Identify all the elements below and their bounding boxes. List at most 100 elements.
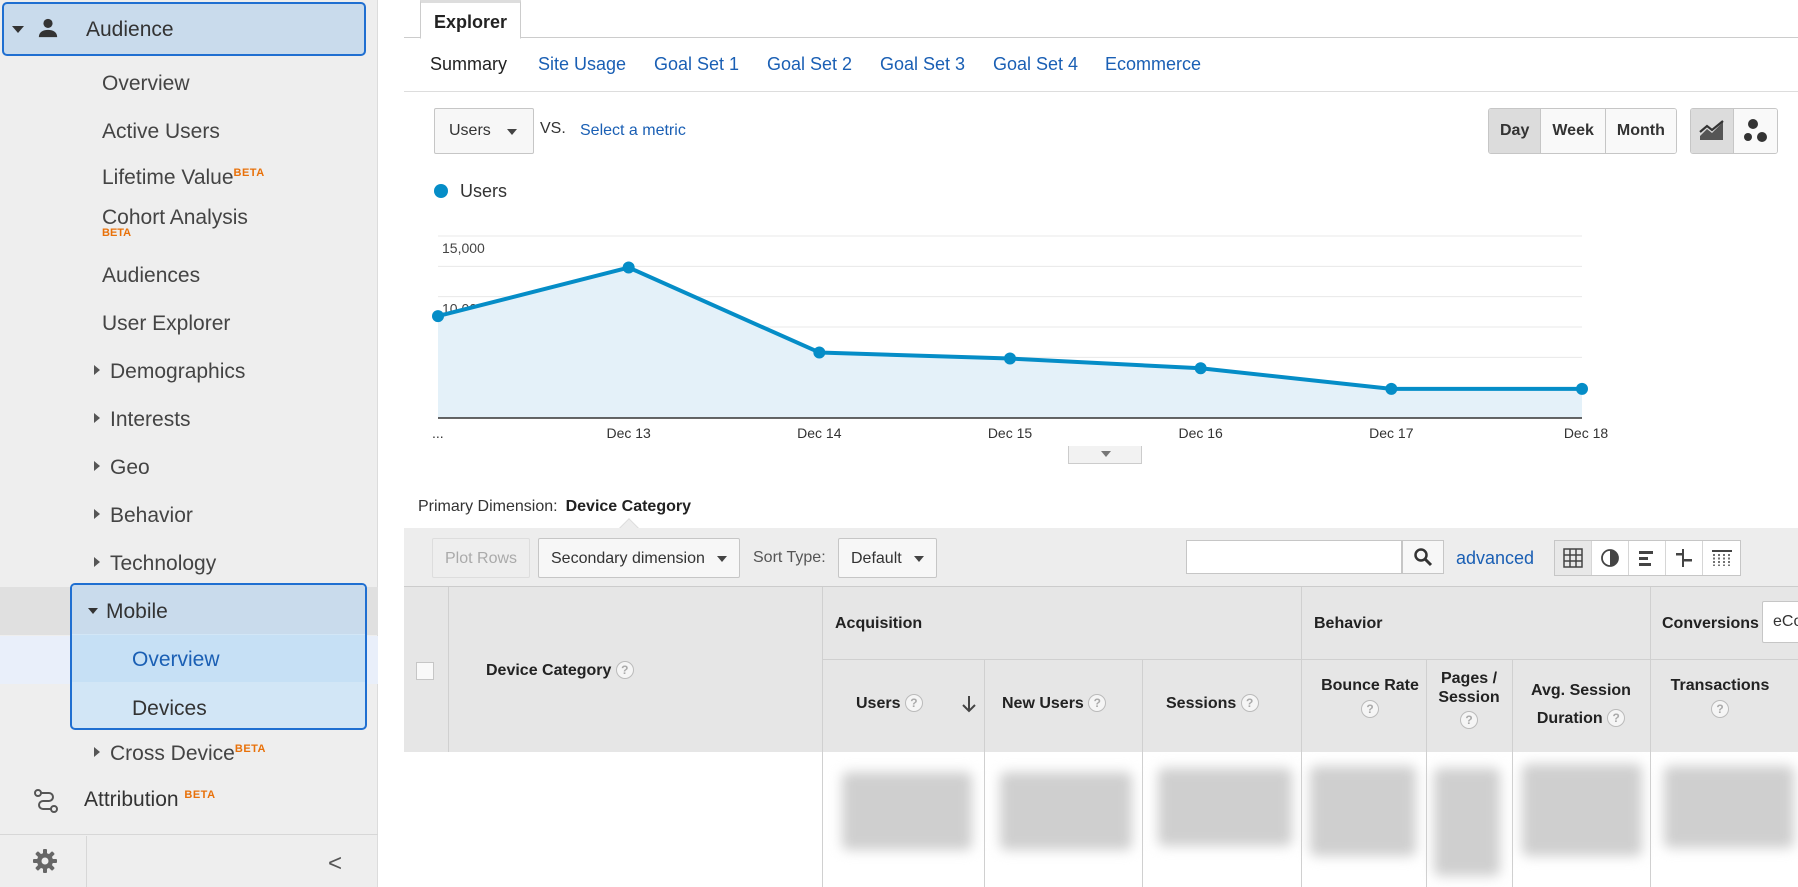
motion-chart-button[interactable] <box>1734 109 1777 153</box>
table-header: Acquisition Behavior Conversions Device … <box>404 586 1798 753</box>
caret-right-icon <box>94 557 100 567</box>
redacted-cell <box>1000 772 1132 850</box>
caret-down-icon <box>716 556 727 562</box>
col-new-users[interactable]: New Users ? <box>1002 694 1107 713</box>
comparison-view-button[interactable] <box>1666 541 1703 575</box>
period-week-button[interactable]: Week <box>1541 109 1606 153</box>
primary-dimension-device-category[interactable]: Device Category <box>565 498 691 515</box>
subtab-goal-set-1[interactable]: Goal Set 1 <box>654 54 740 74</box>
table-body <box>404 752 1798 887</box>
column-label: Users <box>856 695 901 712</box>
help-icon[interactable]: ? <box>1460 711 1478 729</box>
sidebar-item-label: Technology <box>110 552 217 575</box>
sidebar-item-cross-device[interactable]: Cross DeviceBETA <box>94 742 266 766</box>
caret-right-icon <box>94 747 100 757</box>
sidebar-item-lifetime-value[interactable]: Lifetime ValueBETA <box>102 166 265 190</box>
grid-icon <box>1563 548 1583 568</box>
caret-right-icon <box>94 413 100 423</box>
sidebar-item-label: Behavior <box>110 504 193 527</box>
help-icon[interactable]: ? <box>615 661 634 679</box>
col-avg-session-duration[interactable]: Avg. Session Duration ? <box>1512 677 1650 733</box>
period-month-button[interactable]: Month <box>1605 109 1676 153</box>
tab-explorer[interactable]: Explorer <box>420 0 522 39</box>
subtab-ecommerce[interactable]: Ecommerce <box>1105 54 1202 74</box>
gear-icon[interactable] <box>32 848 58 874</box>
pie-view-button[interactable] <box>1592 541 1629 575</box>
subtab-goal-set-2[interactable]: Goal Set 2 <box>767 54 853 74</box>
sidebar-item-technology[interactable]: Technology <box>94 552 216 576</box>
collapse-sidebar-button[interactable]: < <box>328 850 343 877</box>
plot-rows-button[interactable]: Plot Rows <box>432 538 531 578</box>
subtab-goal-set-4[interactable]: Goal Set 4 <box>993 54 1079 74</box>
metric-select[interactable]: Users <box>434 108 534 154</box>
sidebar-item-cohort-analysis[interactable]: Cohort Analysis <box>102 206 248 229</box>
redacted-cell <box>1434 768 1500 876</box>
period-day-button[interactable]: Day <box>1489 109 1542 153</box>
subtab-summary[interactable]: Summary <box>430 54 508 74</box>
table-search-input[interactable] <box>1186 540 1402 574</box>
col-sessions[interactable]: Sessions ? <box>1166 694 1259 713</box>
search-button[interactable] <box>1402 540 1444 574</box>
conversion-select[interactable]: eCommerce <box>1762 601 1798 643</box>
secondary-dimension-select[interactable]: Secondary dimension <box>538 538 740 578</box>
sort-type-select[interactable]: Default <box>838 538 937 578</box>
sidebar-item-mobile[interactable]: Mobile <box>88 600 168 624</box>
footer-separator <box>86 836 87 887</box>
caret-right-icon <box>94 461 100 471</box>
x-tick-label: ... <box>432 425 444 441</box>
sidebar-item-audiences[interactable]: Audiences <box>102 264 201 287</box>
caret-right-icon <box>94 365 100 375</box>
sidebar-item-overview[interactable]: Overview <box>102 72 190 95</box>
sidebar-item-geo[interactable]: Geo <box>94 456 150 480</box>
column-label: Device Category <box>486 662 612 679</box>
col-pages-session[interactable]: Pages / Session? <box>1426 669 1512 730</box>
x-tick-label: Dec 15 <box>988 425 1033 441</box>
line-chart-icon <box>1699 120 1724 140</box>
subtab-goal-set-3[interactable]: Goal Set 3 <box>880 54 966 74</box>
sidebar-item-behavior[interactable]: Behavior <box>94 504 193 528</box>
col-users[interactable]: Users ? <box>856 694 923 713</box>
sidebar-item-demographics[interactable]: Demographics <box>94 360 245 384</box>
column-label: Bounce Rate <box>1321 677 1419 694</box>
group-conversions: Conversions <box>1662 615 1759 632</box>
sidebar-item-mobile-devices[interactable]: Devices <box>132 697 207 720</box>
caret-down-icon <box>88 608 98 614</box>
redacted-cell <box>1158 768 1292 846</box>
help-icon[interactable]: ? <box>1361 700 1379 718</box>
sort-desc-arrow-icon[interactable] <box>962 695 976 713</box>
secondary-dimension-label: Secondary dimension <box>551 550 705 567</box>
help-icon[interactable]: ? <box>1711 700 1729 718</box>
sidebar-item-active-users[interactable]: Active Users <box>102 120 220 143</box>
column-label: Session <box>1438 689 1500 706</box>
sidebar-item-mobile-overview[interactable]: Overview <box>132 648 220 671</box>
sidebar-item-attribution[interactable]: Attribution BETA <box>84 788 216 812</box>
col-bounce-rate[interactable]: Bounce Rate? <box>1314 677 1426 719</box>
sidebar-item-label: Cross Device <box>110 742 235 765</box>
col-device-category[interactable]: Device Category ? <box>486 661 634 680</box>
caret-down-icon <box>913 556 924 562</box>
sidebar-item-interests[interactable]: Interests <box>94 408 191 432</box>
help-icon[interactable]: ? <box>1607 709 1626 727</box>
select-all-checkbox[interactable] <box>416 662 434 680</box>
pivot-view-button[interactable] <box>1703 541 1740 575</box>
advanced-filter-link[interactable]: advanced <box>1456 548 1535 568</box>
chart-resize-handle[interactable] <box>1068 446 1142 464</box>
x-tick-label: Dec 14 <box>797 425 842 441</box>
line-chart-button[interactable] <box>1691 109 1735 153</box>
column-label: Avg. Session <box>1531 682 1631 699</box>
metric-select-value: Users <box>449 122 491 139</box>
group-acquisition: Acquisition <box>835 615 923 632</box>
table-view-button[interactable] <box>1555 541 1592 575</box>
help-icon[interactable]: ? <box>904 694 923 712</box>
col-transactions[interactable]: Transactions? <box>1650 677 1790 719</box>
data-point <box>1004 352 1016 365</box>
help-icon[interactable]: ? <box>1088 694 1107 712</box>
select-metric-link[interactable]: Select a metric <box>580 122 686 139</box>
sidebar-section-audience[interactable]: Audience <box>2 2 366 56</box>
help-icon[interactable]: ? <box>1240 694 1259 712</box>
data-point <box>1194 362 1207 375</box>
sidebar-item-user-explorer[interactable]: User Explorer <box>102 312 231 335</box>
sidebar-divider <box>0 834 378 835</box>
performance-view-button[interactable] <box>1629 541 1666 575</box>
subtab-site-usage[interactable]: Site Usage <box>538 54 627 74</box>
